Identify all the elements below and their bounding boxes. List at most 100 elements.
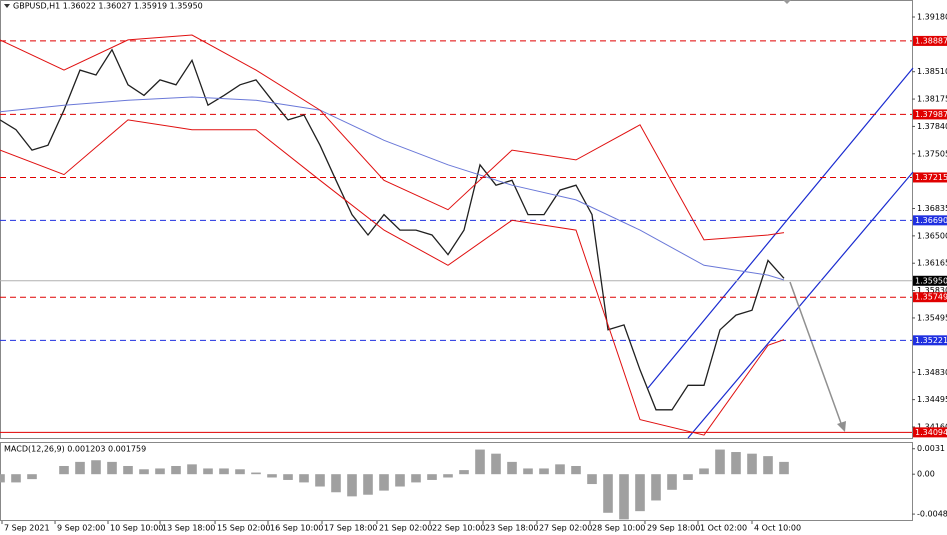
price-line [0, 34, 785, 241]
x-tick-label: 22 Sep 10:00 [432, 524, 485, 533]
macd-bar [699, 468, 709, 475]
macd-bar [603, 474, 613, 513]
macd-bar [747, 453, 757, 475]
level-label-box [913, 35, 947, 46]
macd-bar [507, 461, 517, 475]
macd-bar [59, 465, 69, 475]
macd-bar [251, 472, 261, 475]
forecast-arrow [789, 281, 843, 427]
macd-bar [523, 468, 533, 475]
y-tick-label: 1.34160 [917, 422, 947, 431]
macd-bar [395, 474, 405, 487]
y-tick-label: 1.36500 [917, 231, 947, 240]
level-label: 1.35749 [915, 293, 947, 302]
macd-bar [187, 464, 197, 475]
macd-bar [235, 469, 245, 475]
level-label-box [913, 215, 947, 226]
x-tick-label: 13 Sep 18:00 [162, 524, 215, 533]
y-tick-label: 1.36835 [917, 204, 947, 213]
macd-bar [683, 474, 693, 480]
macd-bar [219, 468, 229, 475]
macd-bar [347, 474, 357, 497]
macd-bar [779, 461, 789, 475]
macd-bar [331, 474, 341, 493]
level-label-box [913, 109, 947, 120]
y-tick-label: 1.37505 [917, 149, 947, 158]
macd-bar [267, 474, 277, 478]
macd-bar [459, 470, 469, 475]
y-tick-label: 0.00 [917, 470, 935, 479]
x-tick-label: 16 Sep 10:00 [270, 524, 323, 533]
macd-bar [619, 474, 629, 520]
macd-bar [363, 474, 373, 495]
macd-bar [539, 468, 549, 475]
chart-title: GBPUSD,H1 1.36022 1.36027 1.35919 1.3595… [13, 2, 203, 11]
level-label: 1.37987 [915, 110, 947, 119]
y-tick-label: 1.34830 [917, 368, 947, 377]
plot-layer: 1.39180 1.38510 1.38175 1.37840 1.37505 1.368… [0, 12, 947, 533]
macd-title: MACD(12,26,9) 0.001203 0.001759 [4, 445, 146, 454]
menu-arrow[interactable] [4, 4, 10, 8]
price-line [0, 48, 785, 411]
macd-bar [667, 474, 677, 490]
macd-bar [75, 461, 85, 475]
level-label-box [913, 335, 947, 346]
x-tick-label: 9 Sep 02:00 [57, 524, 105, 533]
macd-bar [411, 474, 421, 483]
y-tick-label: 1.39180 [917, 12, 947, 21]
macd-bar [635, 474, 645, 512]
macd-bar [11, 474, 21, 483]
macd-bar [315, 474, 325, 487]
x-tick-label: 15 Sep 02:00 [217, 524, 270, 533]
macd-bar [299, 474, 309, 483]
macd-bar [651, 474, 661, 501]
y-tick-label: 1.38510 [917, 67, 947, 76]
x-tick-label: 7 Sep 2021 [4, 524, 50, 533]
channel-upper [647, 67, 914, 389]
main-frame [0, 0, 913, 439]
x-tick-label: 23 Sep 18:00 [485, 524, 538, 533]
price-line [0, 96, 785, 281]
y-tick-label: 1.36165 [917, 259, 947, 268]
y-tick-label: 0.0031 [917, 444, 945, 453]
level-label: 1.35221 [915, 336, 947, 345]
x-tick-label: 28 Sep 10:00 [592, 524, 645, 533]
macd-bar [107, 461, 117, 475]
level-label-box [913, 275, 947, 286]
shift-marker [783, 0, 791, 4]
macd-bar [155, 468, 165, 475]
level-label-box [913, 292, 947, 303]
macd-bar [123, 465, 133, 475]
macd-bar [427, 474, 437, 480]
level-label: 1.35950 [915, 276, 947, 285]
y-tick-label: 1.35830 [917, 286, 947, 295]
x-tick-label: 17 Sep 18:00 [324, 524, 377, 533]
x-tick-label: 21 Sep 02:00 [379, 524, 432, 533]
macd-bar [283, 474, 293, 480]
y-tick-label: 1.37840 [917, 122, 947, 131]
level-label: 1.37215 [915, 173, 947, 182]
macd-bar [475, 449, 485, 475]
macd-bar [203, 468, 213, 475]
price-line [0, 119, 785, 436]
macd-bar [139, 469, 149, 475]
macd-bar [443, 474, 453, 478]
y-tick-label: 1.35495 [917, 313, 947, 322]
x-tick-label: 4 Oct 10:00 [754, 524, 801, 533]
level-label: 1.38887 [915, 36, 947, 45]
x-tick-label: 1 Oct 02:00 [700, 524, 747, 533]
level-label: 1.36690 [915, 216, 947, 225]
macd-bar [171, 465, 181, 475]
macd-bar [27, 474, 37, 480]
macd-bar [91, 460, 101, 475]
y-tick-label: 1.38175 [917, 95, 947, 104]
y-tick-label: 1.34495 [917, 395, 947, 404]
macd-bar [555, 464, 565, 475]
x-tick-label: 29 Sep 18:00 [647, 524, 700, 533]
macd-bar [715, 449, 725, 475]
level-label-box [913, 172, 947, 183]
level-label: 1.34094 [915, 428, 947, 437]
macd-bar [763, 456, 773, 475]
macd-bar [571, 465, 581, 475]
